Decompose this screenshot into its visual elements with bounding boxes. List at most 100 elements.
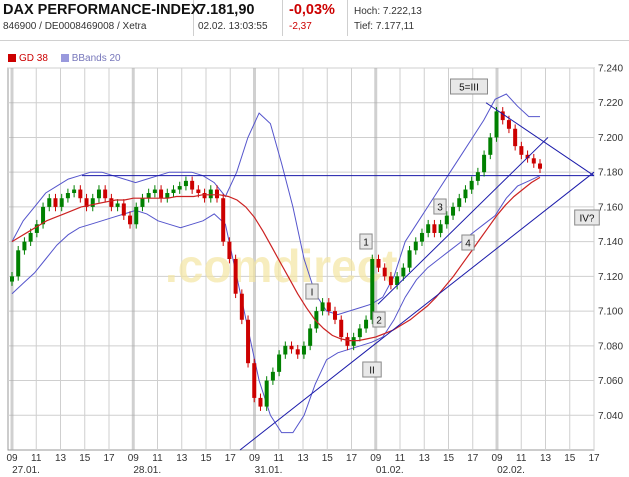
candle-body: [357, 328, 362, 338]
x-tick-label: 09: [370, 453, 382, 464]
y-tick-label: 7.060: [598, 376, 623, 387]
candle-body: [289, 345, 294, 350]
candle-body: [531, 158, 536, 164]
candle-body: [407, 250, 412, 268]
y-tick-label: 7.140: [598, 237, 623, 248]
trendline-lower-long: [239, 171, 595, 451]
candle-body: [190, 180, 195, 190]
y-tick-label: 7.040: [598, 411, 623, 422]
x-tick-label: 15: [564, 453, 576, 464]
instrument-identifiers: 846900 / DE0008469008 / Xetra: [3, 21, 147, 32]
wave-annotation-box: [450, 78, 488, 95]
y-tick-label: 7.100: [598, 307, 623, 318]
wave-annotation-box: [461, 234, 475, 251]
candle-body: [370, 259, 375, 320]
legend-swatch-red: [8, 54, 16, 62]
x-tick-label: 13: [419, 453, 431, 464]
y-tick-label: 7.180: [598, 168, 623, 179]
gd38-line: [11, 176, 541, 342]
y-tick-label: 7.120: [598, 272, 623, 283]
candle-body: [488, 137, 493, 155]
x-tick-label: 17: [225, 453, 237, 464]
candle-body: [283, 345, 288, 355]
candle-body: [519, 146, 524, 155]
x-tick-label: 17: [346, 453, 358, 464]
high-low-cell: Hoch: 7.222,13 Tief: 7.177,11: [348, 0, 448, 36]
wave-annotation-box: [362, 361, 382, 378]
candle-body: [376, 259, 381, 268]
x-tick-label: 17: [103, 453, 115, 464]
candle-body: [140, 198, 145, 207]
candle-body: [171, 189, 176, 194]
candle-body: [314, 311, 319, 329]
candle-body: [134, 206, 139, 225]
x-date-label: 27.01.: [12, 465, 40, 476]
x-tick-label: 09: [6, 453, 18, 464]
change-percent: -0,03%: [289, 2, 335, 18]
candle-body: [339, 319, 344, 338]
candle-body: [457, 198, 462, 207]
instrument-title: DAX PERFORMANCE-INDEX: [3, 2, 201, 18]
candle-body: [451, 206, 456, 216]
candle-body: [345, 337, 350, 346]
candle-body: [525, 154, 530, 159]
wave-annotation-box: [359, 233, 373, 250]
candle-body: [16, 250, 21, 277]
candle-body: [72, 189, 77, 194]
trendline-upper-falling: [485, 102, 595, 177]
wave-annotation-label: II: [369, 366, 375, 377]
candle-body: [270, 371, 275, 381]
candle-body: [165, 193, 170, 199]
x-tick-label: 13: [176, 453, 188, 464]
candle-body: [277, 354, 282, 372]
change-absolute: -2,37: [289, 21, 312, 32]
x-date-label: 01.02.: [376, 465, 404, 476]
candle-body: [351, 337, 356, 346]
candle-body: [264, 380, 269, 407]
candle-body: [34, 224, 39, 233]
day-low: Tief: 7.177,11: [354, 21, 415, 32]
candle-body: [90, 198, 95, 207]
x-tick-label: 09: [249, 453, 261, 464]
candle-body: [333, 311, 338, 320]
candle-body: [320, 302, 325, 312]
price-timestamp: 02.02. 13:03:55: [198, 21, 268, 32]
candle-body: [53, 198, 58, 207]
instrument-header: DAX PERFORMANCE-INDEX 846900 / DE0008469…: [0, 0, 629, 48]
candle-body: [103, 189, 108, 199]
day-high: Hoch: 7.222,13: [354, 6, 422, 17]
candle-body: [41, 206, 46, 225]
candle-body: [78, 189, 83, 199]
candle-body: [444, 215, 449, 225]
y-tick-label: 7.200: [598, 133, 623, 144]
candle-body: [208, 189, 213, 199]
y-tick-label: 7.220: [598, 98, 623, 109]
x-tick-label: 15: [443, 453, 455, 464]
candle-body: [382, 267, 387, 277]
header-divider: [0, 40, 629, 41]
candle-body: [183, 180, 188, 187]
candle-body: [227, 241, 232, 259]
candle-body: [538, 163, 542, 169]
candle-body: [109, 198, 114, 207]
x-tick-label: 09: [491, 453, 503, 464]
candle-body: [196, 189, 201, 194]
wave-annotation-box: [305, 283, 319, 300]
y-tick-label: 7.080: [598, 341, 623, 352]
candle-body: [159, 189, 164, 199]
wave-annotation-label: 1: [363, 238, 369, 249]
x-tick-label: 13: [297, 453, 309, 464]
y-tick-label: 7.240: [598, 64, 623, 75]
candle-body: [308, 328, 313, 346]
x-date-label: 28.01.: [133, 465, 161, 476]
candle-body: [413, 241, 418, 251]
candle-body: [295, 349, 300, 355]
candle-body: [364, 319, 369, 329]
candle-body: [494, 111, 499, 138]
trendline-channel: [377, 137, 549, 305]
candle-body: [469, 180, 474, 190]
wave-annotation-label: 2: [376, 316, 382, 327]
candle-body: [152, 189, 157, 194]
candle-body: [258, 397, 263, 407]
candle-body: [115, 203, 120, 207]
